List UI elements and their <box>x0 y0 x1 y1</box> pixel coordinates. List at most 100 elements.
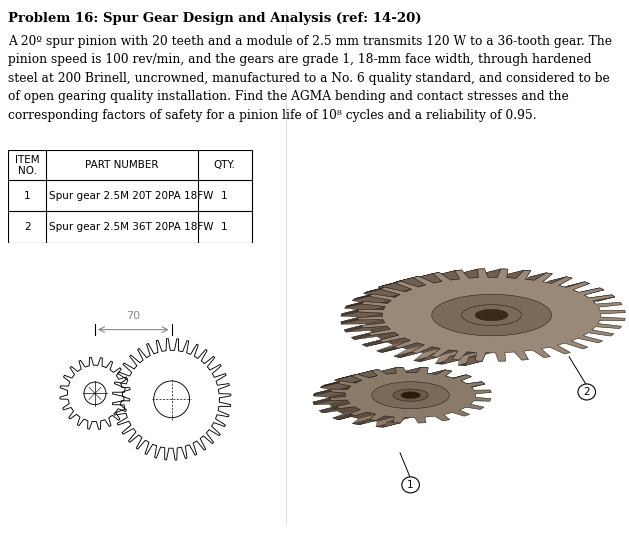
Polygon shape <box>514 280 533 285</box>
Polygon shape <box>357 414 376 419</box>
Polygon shape <box>423 387 440 391</box>
Polygon shape <box>387 382 404 386</box>
Polygon shape <box>394 373 413 377</box>
Polygon shape <box>341 409 359 413</box>
Polygon shape <box>367 309 384 314</box>
Polygon shape <box>372 328 391 334</box>
Polygon shape <box>493 295 511 300</box>
Polygon shape <box>364 288 382 294</box>
Polygon shape <box>332 403 350 408</box>
Polygon shape <box>459 278 478 282</box>
Polygon shape <box>355 396 372 400</box>
Polygon shape <box>515 300 533 304</box>
Polygon shape <box>426 388 444 392</box>
Polygon shape <box>328 395 345 400</box>
Text: 2: 2 <box>584 387 590 397</box>
Polygon shape <box>378 283 412 294</box>
Text: 2: 2 <box>24 222 30 232</box>
Polygon shape <box>508 271 531 284</box>
Polygon shape <box>372 406 389 411</box>
Polygon shape <box>314 389 331 394</box>
Polygon shape <box>314 400 347 405</box>
Polygon shape <box>427 388 444 393</box>
Polygon shape <box>369 374 389 379</box>
Polygon shape <box>357 391 374 396</box>
Polygon shape <box>423 326 442 331</box>
Polygon shape <box>457 295 476 300</box>
Polygon shape <box>381 334 399 339</box>
Polygon shape <box>442 270 462 274</box>
Polygon shape <box>394 352 413 357</box>
Polygon shape <box>584 288 603 294</box>
Polygon shape <box>376 373 394 378</box>
Polygon shape <box>417 384 435 389</box>
Polygon shape <box>415 315 431 320</box>
Polygon shape <box>388 409 406 413</box>
Polygon shape <box>451 296 469 300</box>
Polygon shape <box>369 384 387 389</box>
Polygon shape <box>335 376 362 384</box>
Polygon shape <box>389 339 407 343</box>
Polygon shape <box>473 294 491 299</box>
Polygon shape <box>460 361 480 365</box>
Polygon shape <box>404 286 423 290</box>
Polygon shape <box>415 384 433 389</box>
Polygon shape <box>380 282 399 287</box>
Polygon shape <box>321 408 340 413</box>
Polygon shape <box>379 333 397 338</box>
Polygon shape <box>341 310 359 315</box>
Polygon shape <box>428 371 452 380</box>
Polygon shape <box>442 333 460 337</box>
Polygon shape <box>335 375 353 380</box>
Polygon shape <box>381 408 399 412</box>
Polygon shape <box>429 328 447 333</box>
Polygon shape <box>382 382 400 387</box>
Polygon shape <box>464 382 483 387</box>
Polygon shape <box>396 278 426 289</box>
Polygon shape <box>347 302 387 308</box>
Polygon shape <box>345 304 385 311</box>
Polygon shape <box>482 295 501 299</box>
Polygon shape <box>435 350 454 355</box>
Polygon shape <box>430 391 447 395</box>
Polygon shape <box>365 315 382 319</box>
Polygon shape <box>382 295 400 300</box>
Polygon shape <box>338 382 357 387</box>
Polygon shape <box>405 382 423 387</box>
Polygon shape <box>520 302 538 306</box>
Polygon shape <box>358 269 625 362</box>
Polygon shape <box>506 297 524 302</box>
Polygon shape <box>444 333 462 337</box>
Polygon shape <box>425 387 442 391</box>
Polygon shape <box>420 324 438 328</box>
Polygon shape <box>352 419 372 424</box>
Polygon shape <box>416 282 435 287</box>
Polygon shape <box>438 298 457 303</box>
Polygon shape <box>416 311 433 315</box>
Polygon shape <box>450 334 469 339</box>
Polygon shape <box>362 403 379 407</box>
Polygon shape <box>516 300 534 305</box>
Polygon shape <box>420 272 439 277</box>
Polygon shape <box>392 382 411 386</box>
Polygon shape <box>528 282 546 287</box>
Polygon shape <box>391 382 409 386</box>
Polygon shape <box>416 310 433 315</box>
Polygon shape <box>437 299 455 303</box>
Polygon shape <box>365 288 383 293</box>
Polygon shape <box>384 408 402 413</box>
Polygon shape <box>462 305 521 325</box>
Polygon shape <box>355 396 372 401</box>
Polygon shape <box>380 334 398 339</box>
Polygon shape <box>113 339 231 460</box>
Polygon shape <box>366 405 384 409</box>
Polygon shape <box>355 392 373 397</box>
Polygon shape <box>478 294 497 299</box>
Polygon shape <box>380 382 398 387</box>
Polygon shape <box>406 285 425 290</box>
Polygon shape <box>429 390 447 395</box>
Polygon shape <box>388 382 406 386</box>
Circle shape <box>84 382 106 405</box>
Text: Spur gear 2.5M 20T 20PA 18FW: Spur gear 2.5M 20T 20PA 18FW <box>49 191 213 201</box>
Polygon shape <box>370 384 388 389</box>
